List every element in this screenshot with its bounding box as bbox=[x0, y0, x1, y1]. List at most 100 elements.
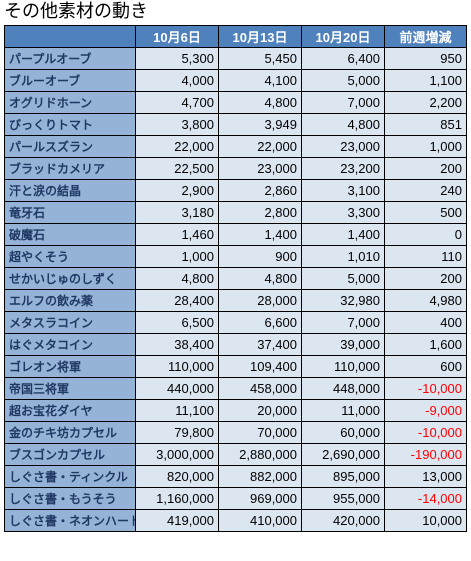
price-week-2: 22,000 bbox=[218, 135, 302, 158]
item-name: ブスゴンカプセル bbox=[4, 443, 136, 466]
table-row: ブラッドカメリア 22,500 23,000 23,200 200 bbox=[4, 157, 467, 180]
item-name: 竜牙石 bbox=[4, 201, 136, 224]
table-row: しぐさ書・ティンクル 820,000 882,000 895,000 13,000 bbox=[4, 465, 467, 488]
price-diff: -9,000 bbox=[384, 399, 467, 422]
table-row: しぐさ書・もうそう 1,160,000 969,000 955,000 -14,000 bbox=[4, 487, 467, 510]
table-row: エルフの飲み薬 28,400 28,000 32,980 4,980 bbox=[4, 289, 467, 312]
header-week-2: 10月13日 bbox=[218, 25, 302, 48]
price-week-1: 6,500 bbox=[135, 311, 219, 334]
price-diff: 240 bbox=[384, 179, 467, 202]
price-diff: 10,000 bbox=[384, 509, 467, 532]
price-week-2: 2,880,000 bbox=[218, 443, 302, 466]
price-diff: 950 bbox=[384, 47, 467, 70]
item-name: パールスズラン bbox=[4, 135, 136, 158]
page-title: その他素材の動き bbox=[4, 1, 148, 22]
item-name: しぐさ書・ティンクル bbox=[4, 465, 136, 488]
price-diff: 851 bbox=[384, 113, 467, 136]
price-week-2: 20,000 bbox=[218, 399, 302, 422]
price-week-3: 895,000 bbox=[301, 465, 385, 488]
price-week-2: 882,000 bbox=[218, 465, 302, 488]
price-week-1: 440,000 bbox=[135, 377, 219, 400]
price-week-3: 32,980 bbox=[301, 289, 385, 312]
price-diff: 13,000 bbox=[384, 465, 467, 488]
price-week-3: 448,000 bbox=[301, 377, 385, 400]
price-week-3: 1,010 bbox=[301, 245, 385, 268]
item-name: しぐさ書・もうそう bbox=[4, 487, 136, 510]
item-name: ブルーオーブ bbox=[4, 69, 136, 92]
price-week-2: 23,000 bbox=[218, 157, 302, 180]
price-week-2: 70,000 bbox=[218, 421, 302, 444]
table-row: ゴレオン将軍 110,000 109,400 110,000 600 bbox=[4, 355, 467, 378]
price-diff: -190,000 bbox=[384, 443, 467, 466]
header-diff: 前週増減 bbox=[384, 25, 467, 48]
price-diff: 200 bbox=[384, 267, 467, 290]
item-name: エルフの飲み薬 bbox=[4, 289, 136, 312]
price-week-1: 11,100 bbox=[135, 399, 219, 422]
price-week-1: 1,460 bbox=[135, 223, 219, 246]
item-name: パープルオーブ bbox=[4, 47, 136, 70]
price-week-2: 458,000 bbox=[218, 377, 302, 400]
table-row: 超やくそう 1,000 900 1,010 110 bbox=[4, 245, 467, 268]
price-week-1: 3,000,000 bbox=[135, 443, 219, 466]
price-week-2: 6,600 bbox=[218, 311, 302, 334]
price-week-1: 419,000 bbox=[135, 509, 219, 532]
price-week-1: 3,180 bbox=[135, 201, 219, 224]
header-row: 10月6日 10月13日 10月20日 前週増減 bbox=[4, 25, 467, 48]
price-week-2: 2,860 bbox=[218, 179, 302, 202]
item-name: 金のチキ坊カプセル bbox=[4, 421, 136, 444]
price-week-2: 37,400 bbox=[218, 333, 302, 356]
price-week-1: 3,800 bbox=[135, 113, 219, 136]
price-week-2: 4,800 bbox=[218, 267, 302, 290]
item-name: 帝国三将軍 bbox=[4, 377, 136, 400]
table-row: ブスゴンカプセル 3,000,000 2,880,000 2,690,000 -190,… bbox=[4, 443, 467, 466]
price-diff: 110 bbox=[384, 245, 467, 268]
price-week-1: 1,160,000 bbox=[135, 487, 219, 510]
item-name: ブラッドカメリア bbox=[4, 157, 136, 180]
table-row: 破魔石 1,460 1,400 1,400 0 bbox=[4, 223, 467, 246]
item-name: 超お宝花ダイヤ bbox=[4, 399, 136, 422]
item-name: びっくりトマト bbox=[4, 113, 136, 136]
price-week-2: 900 bbox=[218, 245, 302, 268]
item-name: せかいじゅのしずく bbox=[4, 267, 136, 290]
price-week-2: 4,100 bbox=[218, 69, 302, 92]
item-name: 破魔石 bbox=[4, 223, 136, 246]
price-week-1: 4,000 bbox=[135, 69, 219, 92]
price-week-2: 109,400 bbox=[218, 355, 302, 378]
price-week-3: 11,000 bbox=[301, 399, 385, 422]
price-week-2: 2,800 bbox=[218, 201, 302, 224]
price-week-3: 23,200 bbox=[301, 157, 385, 180]
price-diff: -10,000 bbox=[384, 377, 467, 400]
price-week-1: 38,400 bbox=[135, 333, 219, 356]
price-diff: 200 bbox=[384, 157, 467, 180]
price-week-3: 5,000 bbox=[301, 69, 385, 92]
table-row: パールスズラン 22,000 22,000 23,000 1,000 bbox=[4, 135, 467, 158]
price-week-1: 110,000 bbox=[135, 355, 219, 378]
price-diff: 4,980 bbox=[384, 289, 467, 312]
price-week-3: 39,000 bbox=[301, 333, 385, 356]
price-week-3: 23,000 bbox=[301, 135, 385, 158]
price-week-2: 28,000 bbox=[218, 289, 302, 312]
header-week-1: 10月6日 bbox=[135, 25, 219, 48]
price-week-1: 1,000 bbox=[135, 245, 219, 268]
table-row: せかいじゅのしずく 4,800 4,800 5,000 200 bbox=[4, 267, 467, 290]
price-diff: 600 bbox=[384, 355, 467, 378]
price-week-3: 420,000 bbox=[301, 509, 385, 532]
price-week-2: 3,949 bbox=[218, 113, 302, 136]
price-diff: 2,200 bbox=[384, 91, 467, 114]
item-name: ゴレオン将軍 bbox=[4, 355, 136, 378]
price-diff: 1,100 bbox=[384, 69, 467, 92]
price-week-2: 4,800 bbox=[218, 91, 302, 114]
table-row: 竜牙石 3,180 2,800 3,300 500 bbox=[4, 201, 467, 224]
price-week-2: 410,000 bbox=[218, 509, 302, 532]
price-week-2: 1,400 bbox=[218, 223, 302, 246]
table-row: 金のチキ坊カプセル 79,800 70,000 60,000 -10,000 bbox=[4, 421, 467, 444]
table-row: びっくりトマト 3,800 3,949 4,800 851 bbox=[4, 113, 467, 136]
price-week-3: 60,000 bbox=[301, 421, 385, 444]
price-week-3: 3,100 bbox=[301, 179, 385, 202]
price-week-1: 79,800 bbox=[135, 421, 219, 444]
price-week-1: 22,500 bbox=[135, 157, 219, 180]
price-week-3: 2,690,000 bbox=[301, 443, 385, 466]
table-row: しぐさ書・ネオンハート 419,000 410,000 420,000 10,000 bbox=[4, 509, 467, 532]
price-diff: 500 bbox=[384, 201, 467, 224]
price-week-3: 955,000 bbox=[301, 487, 385, 510]
